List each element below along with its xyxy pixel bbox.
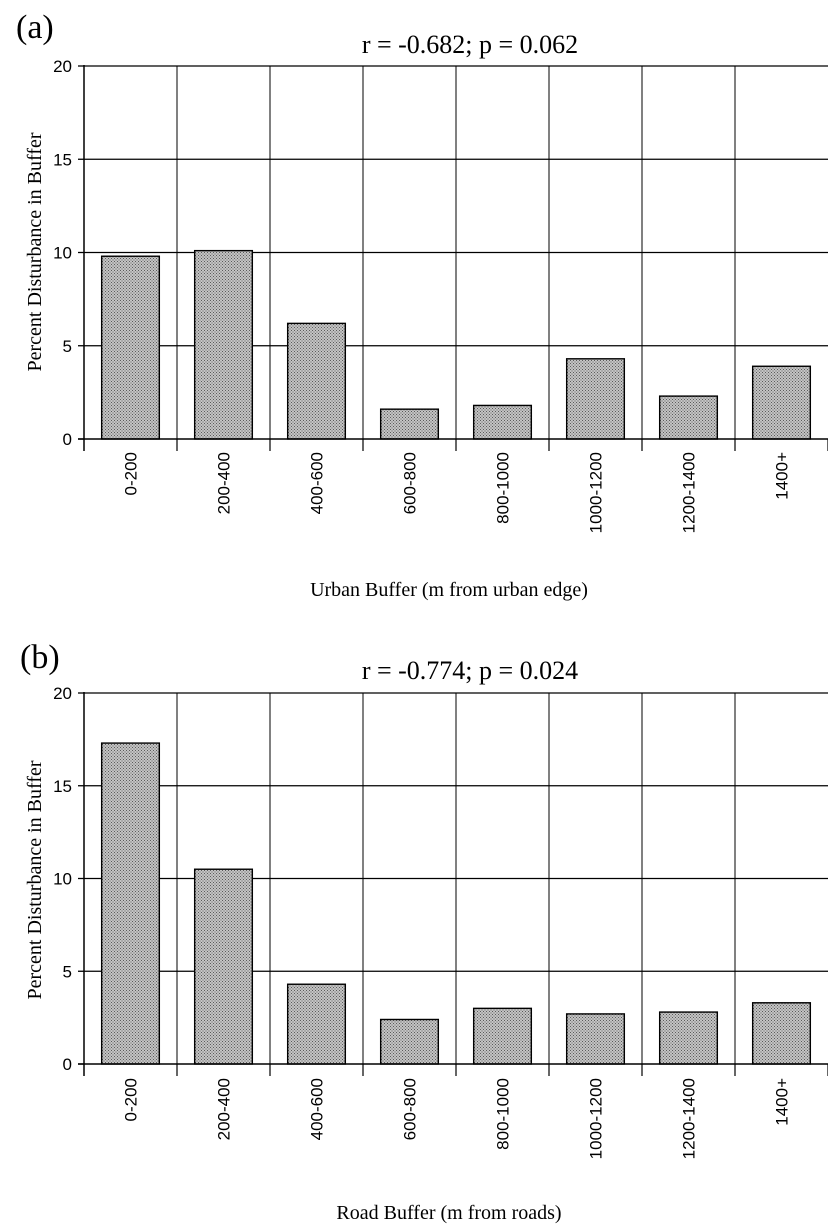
bar: [193, 249, 254, 440]
bar: [100, 742, 161, 1065]
x-tick-label: 1400+: [773, 1078, 792, 1126]
y-tick-label: 0: [63, 1055, 72, 1074]
bar: [286, 983, 347, 1065]
bar: [751, 365, 812, 440]
y-tick-label: 15: [53, 777, 72, 796]
bar: [193, 868, 254, 1065]
panel-b-y-axis-label: Percent Disturbance in Buffer: [24, 760, 46, 999]
bar: [379, 1018, 440, 1065]
y-tick-label: 10: [53, 870, 72, 889]
panel-a-plot-area: 0 5 10 15 20 0-200 200-400 400-600 600-800 800-10…: [53, 57, 828, 533]
panel-b-plot-area: 0 5 10 15 20 0-200 200-400 400-600 600-800 800-10…: [53, 684, 828, 1159]
x-tick-label: 200-400: [215, 452, 234, 514]
x-tick-label: 600-800: [401, 1078, 420, 1140]
x-tick-label: 800-1000: [494, 1078, 513, 1150]
x-tick-label: 400-600: [308, 452, 327, 514]
y-tick-label: 20: [53, 684, 72, 703]
y-tick-label: 5: [63, 962, 72, 981]
x-tick-label: 1000-1200: [587, 1078, 606, 1159]
panel-b-x-axis-label: Road Buffer (m from roads): [336, 1202, 561, 1224]
y-tick-label: 5: [63, 337, 72, 356]
panel-a-y-axis-label: Percent Disturbance in Buffer: [24, 132, 46, 371]
x-tick-label: 400-600: [308, 1078, 327, 1140]
y-tick-label: 10: [53, 244, 72, 263]
bar: [379, 408, 440, 440]
x-tick-label: 200-400: [215, 1078, 234, 1140]
bar: [100, 255, 161, 440]
bar: [472, 1007, 533, 1065]
y-tick-label: 0: [63, 430, 72, 449]
panel-a-x-axis-label: Urban Buffer (m from urban edge): [310, 579, 588, 601]
bar: [565, 1013, 626, 1065]
bar: [472, 404, 533, 440]
x-tick-label: 1400+: [773, 452, 792, 500]
bar: [286, 322, 347, 440]
panel-b-title: r = -0.774; p = 0.024: [362, 656, 578, 685]
x-tick-label: 800-1000: [494, 452, 513, 524]
x-tick-label: 1000-1200: [587, 452, 606, 533]
panel-a: (a) r = -0.682; p = 0.062 Urban Buffer (…: [16, 9, 828, 601]
panel-b: (b) r = -0.774; p = 0.024 Road Buffer (m…: [20, 639, 828, 1224]
y-tick-label: 20: [53, 57, 72, 76]
panel-a-label: (a): [16, 9, 54, 46]
bar: [658, 1011, 719, 1065]
x-tick-label: 0-200: [122, 452, 141, 495]
bar: [751, 1002, 812, 1065]
y-tick-label: 15: [53, 150, 72, 169]
x-tick-label: 1200-1400: [680, 1078, 699, 1159]
bar: [658, 395, 719, 440]
bar: [565, 358, 626, 440]
x-tick-label: 0-200: [122, 1078, 141, 1121]
x-tick-label: 1200-1400: [680, 452, 699, 533]
panel-a-title: r = -0.682; p = 0.062: [362, 30, 578, 59]
panel-b-label: (b): [20, 639, 60, 676]
x-tick-label: 600-800: [401, 452, 420, 514]
